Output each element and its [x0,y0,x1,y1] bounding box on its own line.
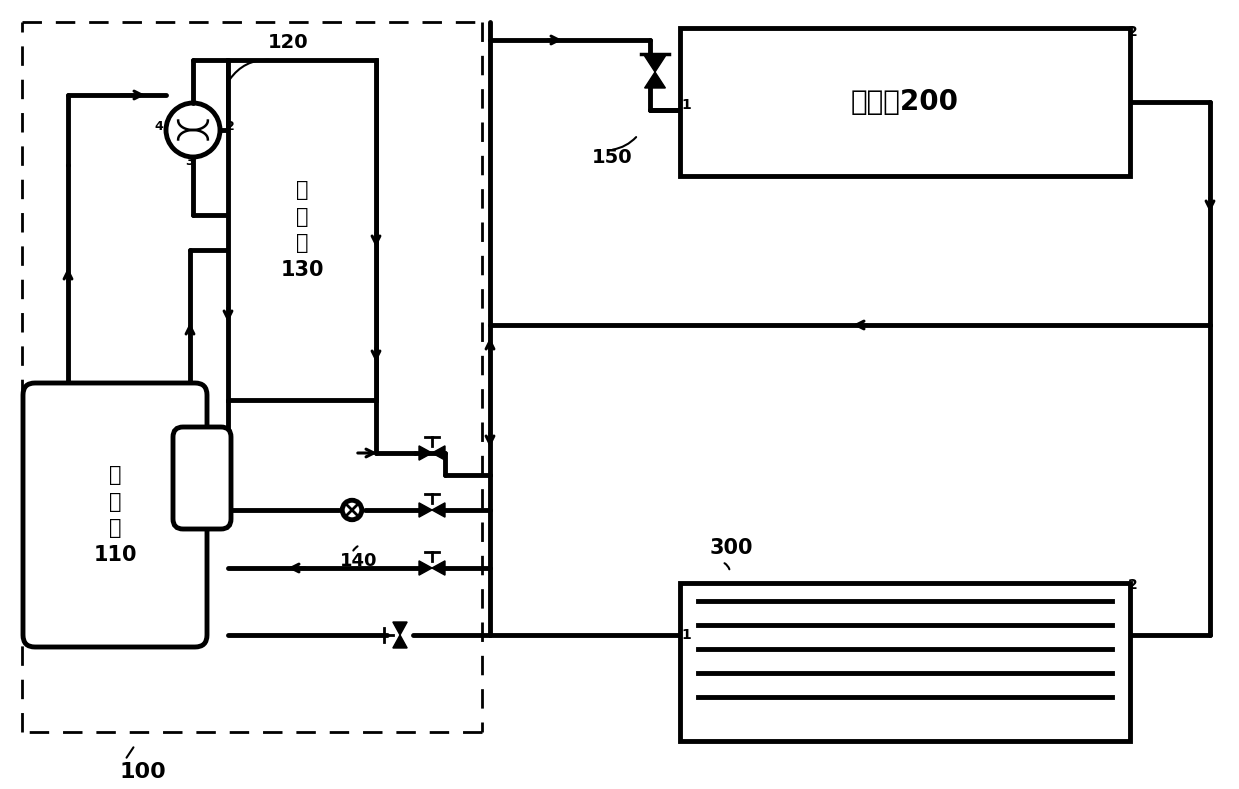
Text: 150: 150 [592,148,633,167]
FancyBboxPatch shape [173,427,230,529]
Polygon shape [419,446,432,460]
Bar [228,60,375,400]
Polygon shape [419,503,432,517]
Text: 140: 140 [339,552,378,570]
Polygon shape [393,622,408,635]
Polygon shape [419,561,432,575]
Text: 冷
凝
器
130: 冷 凝 器 130 [280,181,323,279]
Text: 120: 120 [268,33,309,52]
Text: 4: 4 [154,119,162,133]
Text: 2: 2 [1127,578,1137,592]
Polygon shape [644,72,665,88]
Text: 1: 1 [681,98,691,112]
Polygon shape [393,635,408,648]
Text: 100: 100 [120,762,167,782]
Text: 室内机200: 室内机200 [851,88,959,116]
Polygon shape [432,503,445,517]
Text: 压
缩
机
110: 压 缩 机 110 [93,466,136,565]
Text: 3: 3 [185,155,193,168]
Polygon shape [644,56,665,72]
Text: 2: 2 [225,119,234,133]
Polygon shape [432,446,445,460]
Bar [680,583,1130,741]
Text: 2: 2 [1127,25,1137,39]
Bar [680,28,1130,176]
Text: 300: 300 [710,538,753,558]
Circle shape [342,500,362,520]
FancyBboxPatch shape [24,383,207,647]
Polygon shape [432,561,445,575]
Text: 1: 1 [681,628,691,642]
